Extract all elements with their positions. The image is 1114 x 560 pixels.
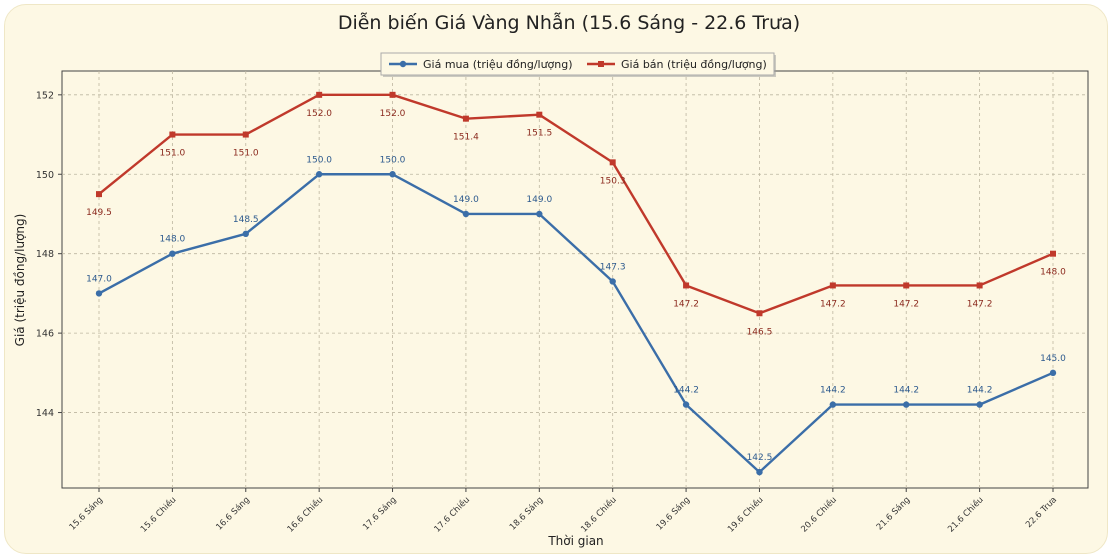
data-point-sell	[242, 131, 249, 138]
y-axis-ticks: 144 146 148 150 152	[36, 90, 62, 419]
x-tick-label: 17.6 Sáng	[361, 495, 398, 532]
data-point-buy	[242, 230, 249, 238]
data-label: 145.0	[1040, 354, 1066, 364]
data-point-sell	[1050, 250, 1056, 257]
data-label: 147.0	[86, 274, 112, 284]
x-tick-label: 16.6 Sáng	[214, 495, 251, 532]
series-line	[98, 173, 1054, 474]
x-tick-label: 21.6 Sáng	[875, 495, 912, 532]
data-point-sell	[829, 282, 836, 289]
data-point-sell	[609, 159, 616, 166]
data-point-buy	[756, 468, 763, 476]
data-label: 148.5	[233, 215, 259, 225]
data-point-sell	[462, 115, 469, 122]
data-point-buy	[829, 401, 837, 408]
grid-lines	[62, 71, 1088, 488]
data-label: 146.5	[747, 327, 773, 337]
data-point-sell	[756, 310, 763, 317]
x-tick-label: 15.6 Sáng	[68, 495, 105, 532]
data-point-sell	[316, 91, 323, 98]
data-point-sell	[389, 91, 396, 98]
data-label: 152.0	[380, 109, 406, 119]
data-label: 144.2	[673, 386, 699, 396]
data-label: 151.0	[233, 149, 259, 159]
x-tick-label: 19.6 Chiều	[725, 494, 765, 534]
data-point-buy	[976, 401, 983, 408]
x-axis-ticks: 15.6 Sáng 15.6 Chiều 16.6 Sáng 16.6 Chiều 17…	[68, 488, 1059, 535]
y-tick-label: 148	[36, 249, 54, 260]
data-point-sell	[169, 131, 176, 138]
y-tick-label: 152	[36, 90, 54, 101]
data-label: 148.0	[1040, 268, 1066, 278]
data-point-buy	[682, 401, 690, 408]
legend: Giá mua (triệu đồng/lượng) Giá bán (triệu…	[380, 52, 776, 77]
legend-marker	[399, 60, 407, 68]
data-point-buy	[903, 401, 910, 408]
x-axis-label: Thời gian	[547, 534, 603, 548]
data-label: 149.0	[526, 195, 552, 205]
data-label: 150.3	[600, 176, 626, 186]
x-tick-label: 18.6 Sáng	[508, 495, 545, 532]
x-tick-label: 16.6 Chiều	[285, 494, 325, 534]
data-point-buy	[1049, 369, 1057, 377]
x-tick-label: 15.6 Chiều	[138, 494, 178, 534]
data-label: 150.0	[380, 155, 406, 165]
data-label: 147.2	[673, 299, 699, 309]
data-point-buy	[169, 250, 176, 257]
data-label: 151.0	[160, 149, 186, 159]
x-tick-label: 19.6 Sáng	[655, 495, 692, 532]
data-point-buy	[315, 171, 323, 178]
data-label: 150.0	[306, 155, 332, 165]
data-label: 151.4	[453, 133, 479, 143]
x-tick-label: 18.6 Chiều	[579, 494, 619, 534]
data-label: 151.5	[526, 129, 552, 139]
legend-label: Giá bán (triệu đồng/lượng)	[621, 58, 767, 71]
data-label: 152.0	[306, 109, 332, 119]
data-point-buy	[536, 210, 543, 218]
data-point-sell	[536, 111, 543, 118]
data-point-sell	[903, 282, 910, 289]
y-tick-label: 144	[36, 408, 54, 419]
data-label: 144.2	[967, 386, 993, 396]
data-label: 147.2	[820, 299, 846, 309]
legend-box	[380, 52, 775, 76]
data-point-buy	[462, 210, 470, 218]
data-label: 149.5	[86, 208, 112, 218]
data-label: 149.0	[453, 195, 479, 205]
data-label: 147.2	[893, 299, 919, 309]
legend-label: Giá mua (triệu đồng/lượng)	[423, 58, 573, 71]
data-point-sell	[683, 282, 690, 289]
data-label: 144.2	[893, 386, 919, 396]
y-tick-label: 150	[36, 170, 54, 181]
y-axis-label: Giá (triệu đồng/lượng)	[13, 214, 27, 347]
data-label: 148.0	[160, 235, 186, 245]
plot-area	[61, 70, 1089, 489]
x-tick-label: 17.6 Chiều	[432, 494, 472, 534]
y-tick-label: 146	[36, 329, 54, 340]
data-label: 147.3	[600, 262, 626, 272]
data-point-sell	[96, 191, 102, 198]
x-tick-label: 21.6 Chiều	[945, 494, 985, 534]
data-label: 142.5	[747, 453, 773, 463]
data-point-buy	[609, 278, 616, 285]
data-label: 147.2	[967, 299, 993, 309]
series-group: 147.0 148.0 148.5 150.0 150.0 149.0 149.0 147.3…	[86, 91, 1066, 476]
data-point-buy	[95, 290, 103, 297]
data-label: 144.2	[820, 386, 846, 396]
x-tick-label: 20.6 Chiều	[799, 494, 839, 534]
chart-title: Diễn biến Giá Vàng Nhẫn (15.6 Sáng - 22.…	[338, 11, 800, 34]
data-point-sell	[976, 282, 983, 289]
legend-marker	[598, 61, 604, 67]
x-tick-label: 22.6 Trưa	[1024, 495, 1059, 530]
data-point-buy	[389, 171, 396, 178]
series-line	[98, 93, 1054, 315]
